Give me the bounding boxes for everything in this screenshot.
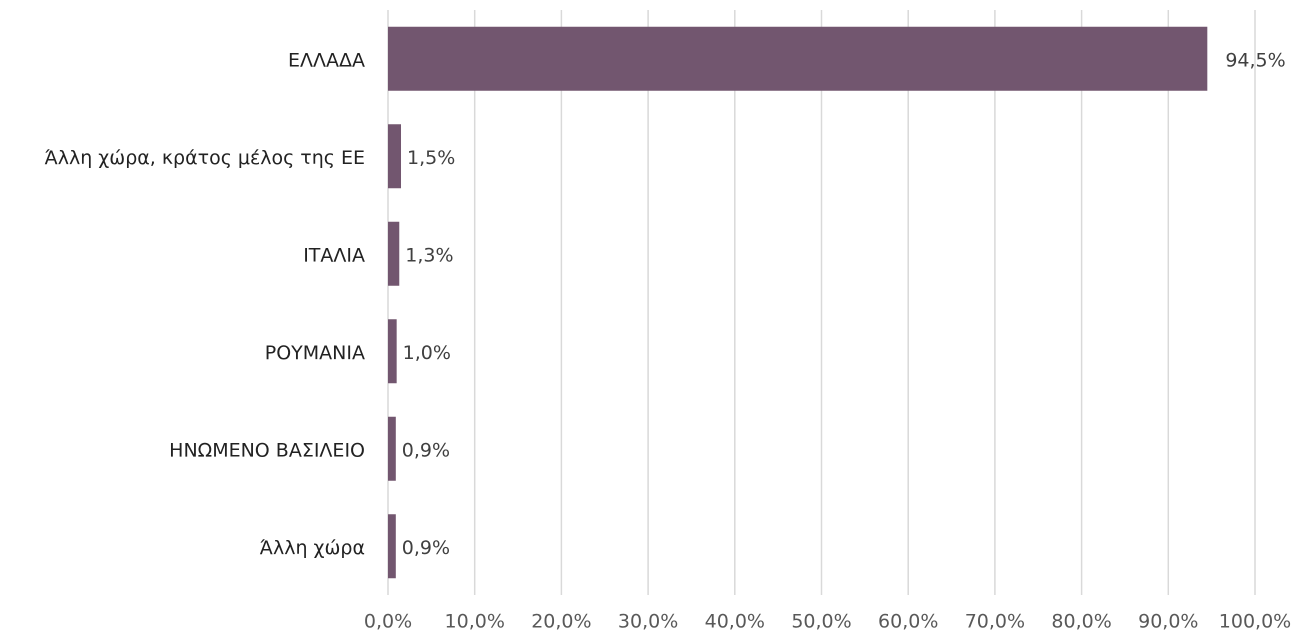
x-tick-label: 20,0% xyxy=(531,611,591,633)
bar xyxy=(388,514,396,579)
y-tick-label: ΙΤΑΛΙΑ xyxy=(303,244,365,266)
x-tick-label: 30,0% xyxy=(618,611,678,633)
x-tick-label: 50,0% xyxy=(791,611,851,633)
value-label: 1,5% xyxy=(407,147,455,169)
x-tick-label: 40,0% xyxy=(705,611,765,633)
x-tick-label: 10,0% xyxy=(445,611,505,633)
y-tick-label: Άλλη χώρα, κράτος μέλος της ΕΕ xyxy=(45,147,365,169)
bar xyxy=(388,319,397,384)
bar xyxy=(388,221,400,286)
y-tick-label: Άλλη χώρα xyxy=(260,537,365,559)
value-label: 0,9% xyxy=(402,537,450,559)
y-tick-label: ΕΛΛΑΔΑ xyxy=(288,49,365,71)
value-label: 94,5% xyxy=(1225,49,1285,71)
x-tick-label: 90,0% xyxy=(1138,611,1198,633)
bar xyxy=(388,416,396,481)
x-tick-label: 0,0% xyxy=(364,611,412,633)
x-tick-label: 60,0% xyxy=(878,611,938,633)
y-tick-label: ΗΝΩΜΕΝΟ ΒΑΣΙΛΕΙΟ xyxy=(169,439,365,461)
y-tick-label: ΡΟΥΜΑΝΙΑ xyxy=(265,342,365,364)
bar xyxy=(388,124,402,189)
value-label: 1,3% xyxy=(405,244,453,266)
x-tick-label: 80,0% xyxy=(1051,611,1111,633)
value-label: 1,0% xyxy=(403,342,451,364)
x-tick-label: 70,0% xyxy=(965,611,1025,633)
bar xyxy=(388,26,1208,91)
x-tick-label: 100,0% xyxy=(1219,611,1291,633)
value-label: 0,9% xyxy=(402,439,450,461)
